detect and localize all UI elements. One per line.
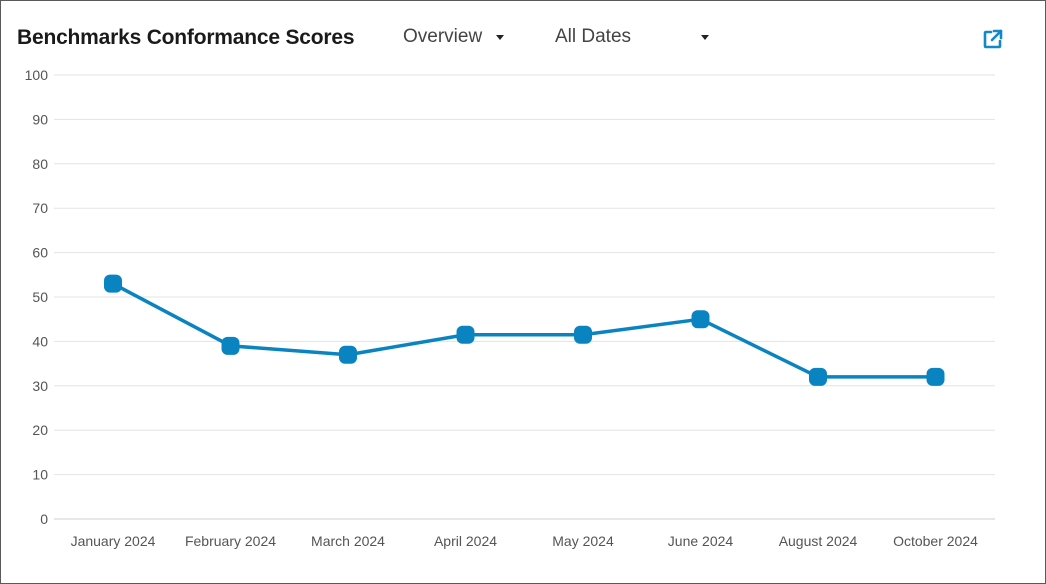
y-tick-label: 60: [32, 245, 48, 261]
date-range-dropdown[interactable]: All Dates: [555, 26, 713, 52]
data-point[interactable]: [104, 274, 122, 293]
x-axis-ticks: January 2024 February 2024 March 2024 April…: [71, 533, 979, 549]
y-tick-label: 50: [32, 289, 48, 305]
data-point[interactable]: [691, 310, 710, 329]
data-point[interactable]: [574, 325, 592, 344]
chart-title: Benchmarks Conformance Scores: [17, 26, 355, 49]
y-tick-label: 20: [32, 422, 48, 438]
x-tick-label: August 2024: [779, 533, 858, 549]
caret-down-icon: [496, 35, 504, 40]
data-point[interactable]: [456, 325, 475, 344]
y-tick-label: 80: [32, 156, 48, 172]
external-link-icon[interactable]: [981, 27, 1005, 51]
y-axis-ticks: 0 10 20 30 40 50 60 70 80 90 100: [25, 67, 49, 527]
x-tick-label: January 2024: [71, 533, 156, 549]
x-tick-label: June 2024: [668, 533, 734, 549]
y-tick-label: 10: [32, 467, 48, 483]
y-tick-label: 70: [32, 200, 48, 216]
y-tick-label: 30: [32, 378, 48, 394]
data-point[interactable]: [339, 345, 357, 364]
x-tick-label: May 2024: [552, 533, 614, 549]
series-line: [111, 281, 938, 379]
x-tick-label: April 2024: [434, 533, 497, 549]
series-group: [104, 274, 945, 386]
data-point[interactable]: [809, 367, 827, 386]
x-tick-label: March 2024: [311, 533, 385, 549]
date-range-dropdown-value: All Dates: [555, 26, 632, 47]
x-tick-label: February 2024: [185, 533, 276, 549]
view-dropdown[interactable]: Overview: [403, 26, 507, 52]
y-tick-label: 40: [32, 333, 48, 349]
y-tick-label: 0: [40, 511, 48, 527]
grid-lines: [54, 74, 995, 520]
card-header: Benchmarks Conformance Scores Overview A…: [1, 1, 1045, 71]
view-dropdown-value: Overview: [403, 26, 483, 47]
x-tick-label: October 2024: [893, 533, 978, 549]
data-point[interactable]: [221, 336, 240, 355]
y-tick-label: 90: [32, 111, 48, 127]
caret-down-icon: [701, 35, 709, 40]
y-tick-label: 100: [25, 67, 49, 83]
data-point[interactable]: [926, 367, 945, 386]
